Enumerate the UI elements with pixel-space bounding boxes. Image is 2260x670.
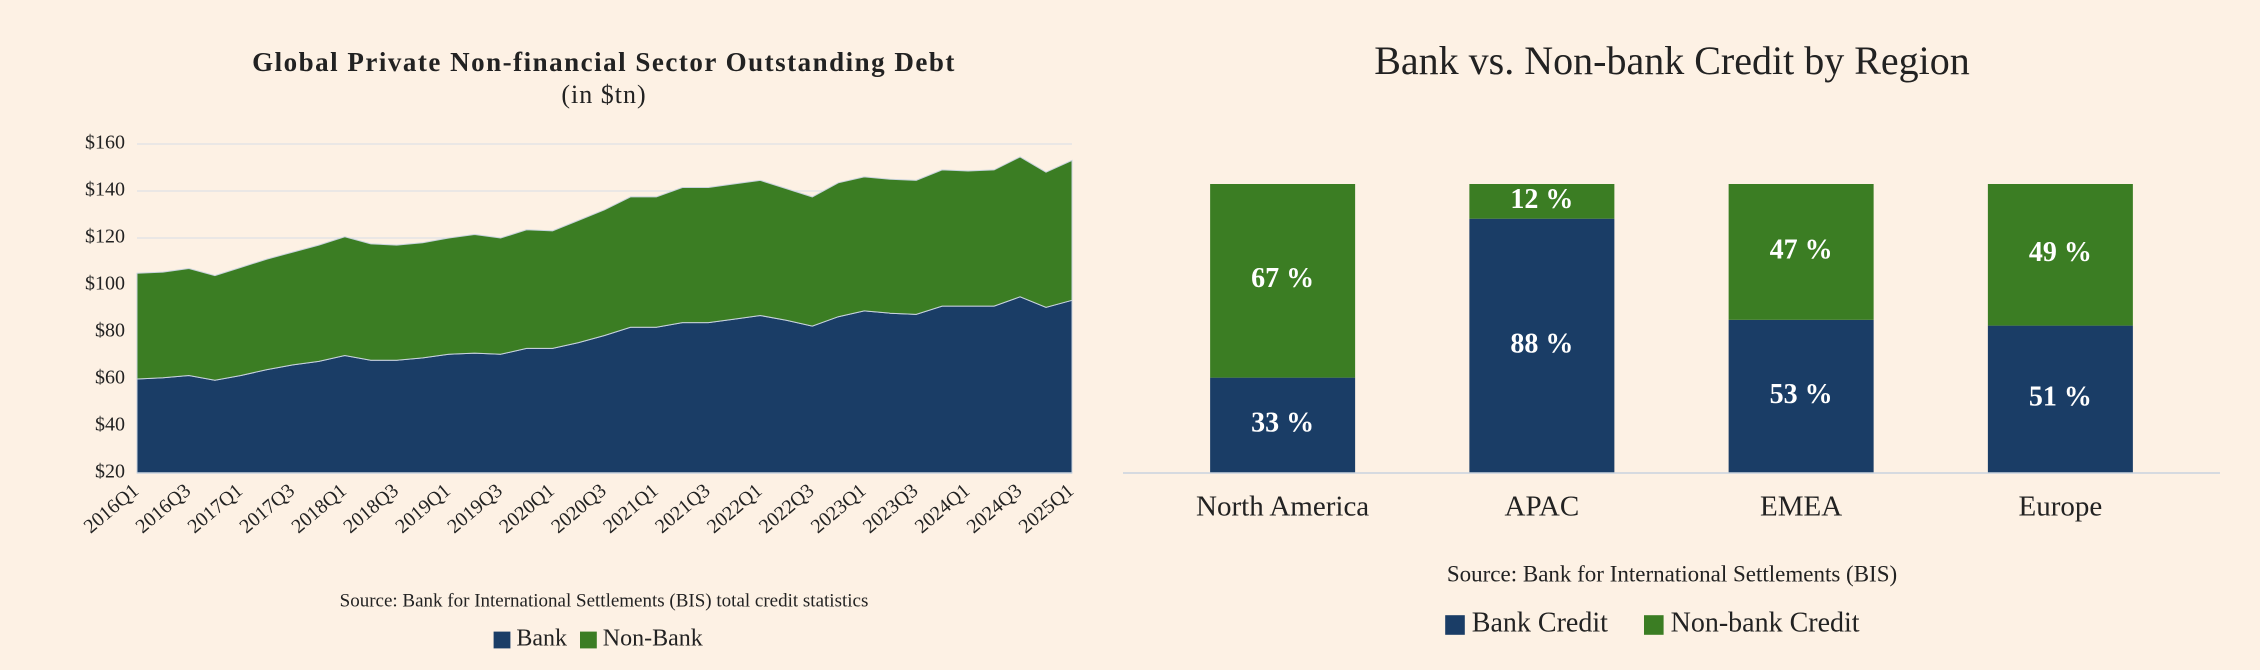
legend-swatch bbox=[1445, 615, 1465, 635]
x-tick-label: Europe bbox=[2019, 491, 2103, 523]
x-tick-label: North America bbox=[1196, 491, 1369, 523]
y-tick-label: $60 bbox=[95, 367, 125, 389]
source-note: Source: Bank for International Settlemen… bbox=[340, 590, 869, 611]
y-tick-label: $20 bbox=[95, 461, 125, 483]
legend-label: Non-Bank bbox=[603, 626, 703, 652]
data-label: 51 % bbox=[2029, 382, 2092, 413]
bar-segment bbox=[1728, 319, 1874, 473]
legend-swatch bbox=[493, 631, 511, 649]
data-label: 49 % bbox=[2029, 237, 2092, 268]
legend-label: Bank bbox=[516, 626, 567, 652]
data-label: 12 % bbox=[1510, 184, 1573, 215]
y-tick-label: $40 bbox=[95, 414, 125, 436]
y-tick-label: $80 bbox=[95, 320, 125, 342]
chart-title: Global Private Non-financial Sector Outs… bbox=[252, 47, 956, 77]
legend-swatch bbox=[580, 631, 597, 649]
bar-segment bbox=[1469, 218, 1615, 473]
bar-segment bbox=[1728, 184, 1874, 320]
y-tick-label: $160 bbox=[85, 132, 125, 154]
bar-segment bbox=[1210, 377, 1356, 473]
legend-swatch bbox=[1644, 615, 1664, 635]
bar-segment bbox=[1210, 184, 1356, 378]
y-tick-label: $140 bbox=[85, 179, 125, 201]
chart-subtitle: (in $tn) bbox=[561, 80, 646, 109]
y-tick-label: $100 bbox=[85, 273, 125, 295]
data-label: 47 % bbox=[1770, 234, 1833, 265]
data-label: 67 % bbox=[1251, 263, 1314, 294]
area bbox=[136, 156, 1073, 381]
bar-segment bbox=[1987, 325, 2133, 473]
y-tick-label: $120 bbox=[85, 226, 125, 248]
x-tick-label: EMEA bbox=[1760, 491, 1842, 523]
source-note: Source: Bank for International Settlemen… bbox=[1447, 561, 1897, 586]
data-label: 53 % bbox=[1770, 379, 1833, 410]
chart-title: Bank vs. Non-bank Credit by Region bbox=[1374, 38, 1970, 83]
legend-label: Bank Credit bbox=[1472, 607, 1608, 638]
x-tick-label: APAC bbox=[1505, 491, 1580, 523]
data-label: 88 % bbox=[1510, 328, 1573, 359]
bar-segment bbox=[1469, 184, 1615, 219]
bar-segment bbox=[1987, 184, 2133, 326]
data-label: 33 % bbox=[1251, 408, 1314, 439]
legend-label: Non-bank Credit bbox=[1671, 607, 1860, 638]
